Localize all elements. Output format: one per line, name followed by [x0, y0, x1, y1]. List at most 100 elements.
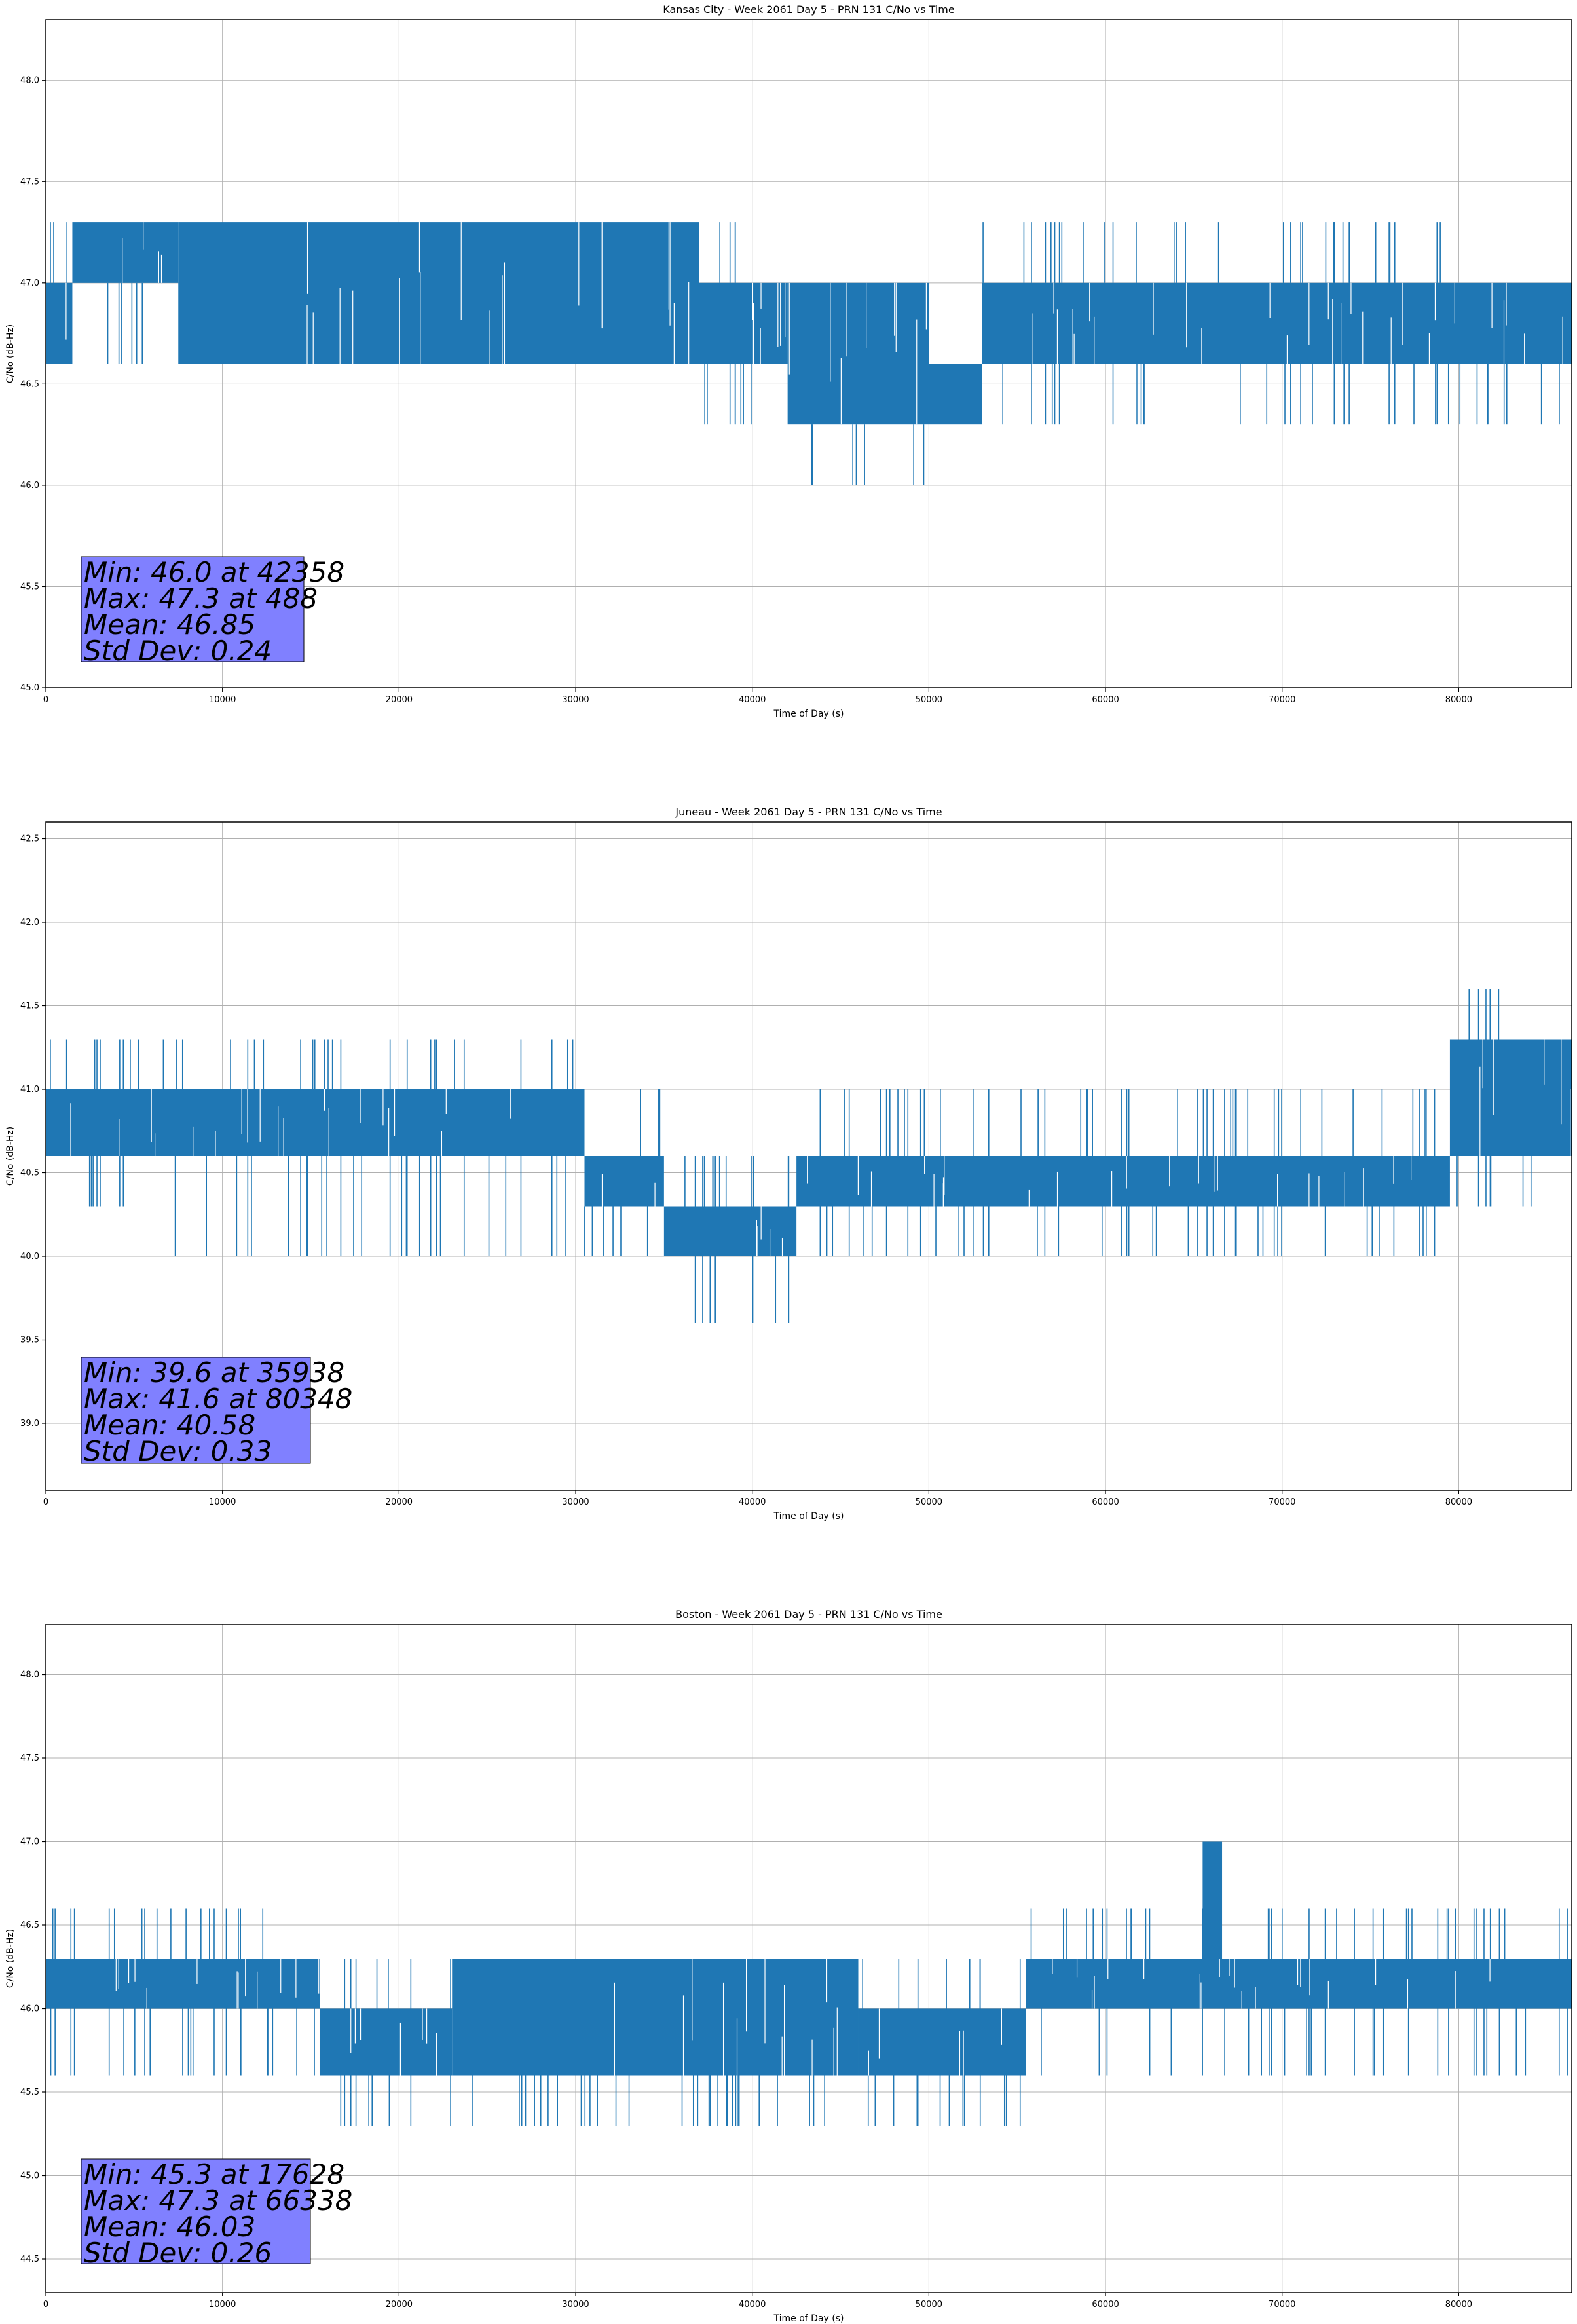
- y-tick-label: 48.0: [20, 1670, 39, 1680]
- signal-gap: [760, 282, 762, 309]
- x-tick-label: 80000: [1445, 695, 1472, 705]
- signal-gap: [669, 222, 671, 326]
- signal-gap: [942, 1177, 944, 1207]
- stats-box: [81, 1357, 311, 1464]
- x-axis-label: Time of Day (s): [773, 1511, 844, 1522]
- signal-gap: [1111, 1171, 1113, 1207]
- y-tick-label: 40.5: [20, 1169, 39, 1178]
- series-cno: [46, 1841, 1572, 2126]
- signal-gap: [441, 1131, 443, 1156]
- x-tick-label: 10000: [209, 695, 236, 705]
- y-tick-label: 39.5: [20, 1336, 39, 1345]
- x-tick-label: 50000: [916, 695, 942, 705]
- y-tick-label: 46.5: [20, 1921, 39, 1930]
- signal-gap: [1056, 309, 1058, 364]
- signal-gap: [1375, 1959, 1377, 1985]
- signal-gap: [654, 1182, 656, 1207]
- signal-gap: [382, 1089, 384, 1126]
- signal-gap: [1073, 333, 1075, 364]
- x-tick-label: 70000: [1269, 2300, 1295, 2310]
- signal-gap: [1201, 328, 1202, 364]
- signal-gap: [1493, 1039, 1494, 1115]
- axes-frame: [45, 821, 1572, 1491]
- signal-gap: [1524, 333, 1525, 364]
- x-tick-label: 20000: [386, 2300, 413, 2310]
- signal-gap: [1489, 1959, 1491, 1982]
- signal-gap: [1308, 282, 1310, 345]
- signal-gap: [1269, 282, 1271, 318]
- stats-line: Max: 47.3 at 66338: [84, 2184, 352, 2217]
- x-tick-label: 70000: [1269, 695, 1295, 705]
- signal-gap: [846, 282, 847, 357]
- signal-gap: [510, 1089, 511, 1119]
- signal-gap: [65, 282, 67, 340]
- y-tick-label: 41.0: [20, 1085, 39, 1095]
- signal-gap: [836, 2007, 838, 2076]
- signal-band: [663, 1206, 797, 1256]
- signal-gap: [868, 2050, 869, 2076]
- signal-gap: [247, 1089, 248, 1143]
- stats-line: Min: 45.3 at 17628: [84, 2158, 344, 2190]
- signal-gap: [158, 251, 159, 283]
- signal-gap: [306, 305, 308, 364]
- series-segment: [584, 1089, 664, 1256]
- signal-gap: [1126, 1156, 1127, 1189]
- y-axis-label: C/No (dB-Hz): [5, 324, 16, 383]
- signal-gap: [399, 2022, 401, 2076]
- signal-gap: [870, 1171, 872, 1207]
- signal-gap: [436, 2033, 437, 2076]
- y-tick-label: 44.5: [20, 2255, 39, 2264]
- signal-gap: [781, 1237, 783, 1256]
- x-tick-label: 20000: [386, 695, 413, 705]
- x-tick-label: 80000: [1445, 1497, 1472, 1507]
- signal-gap: [1107, 1959, 1109, 1979]
- signal-band: [699, 282, 788, 364]
- signal-gap: [259, 1089, 261, 1142]
- signal-gap: [959, 2031, 961, 2076]
- signal-gap: [1217, 1156, 1218, 1191]
- series-segment: [1449, 989, 1572, 1207]
- signal-gap: [1089, 282, 1090, 322]
- signal-band: [1449, 1039, 1572, 1156]
- stats-line: Min: 46.0 at 42358: [84, 556, 344, 588]
- signal-gap: [1053, 282, 1054, 314]
- series-segment: [858, 1959, 1026, 2126]
- signal-gap: [1491, 282, 1493, 328]
- stats-line: Max: 47.3 at 488: [84, 582, 318, 614]
- signal-band: [1202, 1841, 1223, 1959]
- x-tick-label: 60000: [1092, 695, 1119, 705]
- x-tick-label: 50000: [916, 2300, 942, 2310]
- signal-gap: [151, 1089, 152, 1142]
- signal-gap: [1186, 282, 1187, 348]
- stats-box: [81, 2158, 311, 2264]
- series-segment: [72, 222, 179, 364]
- signal-gap: [280, 1959, 282, 1993]
- chart-panel-3: 0 10000 20000 30000 40000 50000 60000 70000 8000…: [5, 1608, 1572, 2324]
- signal-gap: [857, 1156, 859, 1195]
- signal-gap: [601, 222, 603, 329]
- chart-title: Kansas City - Week 2061 Day 5 - PRN 131 …: [663, 3, 954, 16]
- signal-gap: [1327, 1980, 1329, 2009]
- signal-gap: [1350, 282, 1352, 314]
- series-segment: [178, 222, 699, 364]
- y-tick-label: 45.5: [20, 2088, 39, 2097]
- series-segment: [46, 222, 73, 364]
- y-tick-label: 47.5: [20, 1753, 39, 1763]
- signal-gap: [1332, 299, 1333, 364]
- series-segment: [134, 1039, 585, 1256]
- series-segment: [1026, 1908, 1572, 2076]
- signal-gap: [760, 1206, 762, 1240]
- chart-panel-2: 0 10000 20000 30000 40000 50000 60000 70000 8000…: [5, 806, 1572, 1522]
- x-axis-label: Time of Day (s): [773, 2314, 844, 2324]
- y-tick-label: 39.0: [20, 1419, 39, 1429]
- series-segment: [319, 1959, 453, 2126]
- signal-gap: [70, 1103, 71, 1156]
- stats-line: Std Dev: 0.33: [84, 1435, 272, 1467]
- y-tick-label: 46.0: [20, 481, 39, 491]
- signal-gap: [1300, 1959, 1301, 1987]
- signal-gap: [339, 288, 341, 364]
- signal-gap: [673, 303, 675, 364]
- signal-gap: [1479, 1066, 1481, 1156]
